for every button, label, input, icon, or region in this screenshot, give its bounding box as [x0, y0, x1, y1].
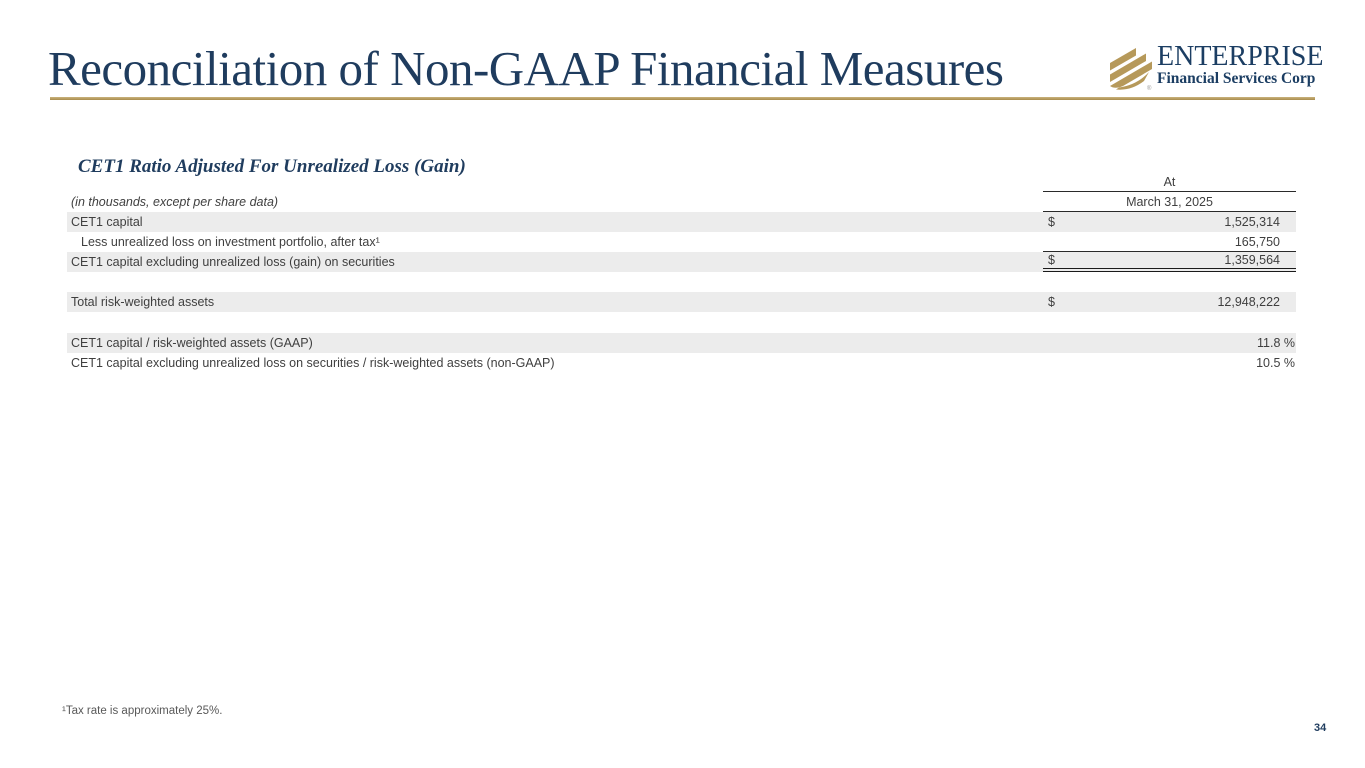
- row-value: 11.8 %: [1257, 336, 1295, 350]
- logo-text: ENTERPRISE Financial Services Corp: [1157, 42, 1323, 88]
- dollar-sign: $: [1048, 215, 1055, 229]
- dollar-sign: $: [1048, 295, 1055, 309]
- enterprise-stripes-icon: ®: [1103, 42, 1153, 94]
- table-row: CET1 capital $1,525,314: [67, 212, 1296, 232]
- row-value-cell: $1,359,564: [1043, 252, 1296, 272]
- table-row: Less unrealized loss on investment portf…: [67, 232, 1296, 252]
- table-spacer: [67, 272, 1296, 292]
- logo-name: ENTERPRISE: [1157, 41, 1324, 72]
- dollar-sign: $: [1048, 253, 1055, 267]
- row-value-cell: $12,948,222: [1043, 292, 1296, 312]
- row-value: 1,359,564: [1224, 253, 1280, 267]
- row-value: 10.5 %: [1256, 356, 1295, 370]
- table-row: CET1 capital excluding unrealized loss o…: [67, 353, 1296, 373]
- table-spacer: [67, 312, 1296, 333]
- row-label: Less unrealized loss on investment portf…: [81, 235, 380, 249]
- row-label: Total risk-weighted assets: [71, 295, 215, 309]
- table-row: CET1 capital excluding unrealized loss (…: [67, 252, 1296, 272]
- column-header-at: At: [1043, 172, 1296, 192]
- row-value-cell: 11.8 %: [1043, 333, 1296, 353]
- row-value-cell: 10.5 %: [1043, 353, 1296, 373]
- row-value-cell: 165,750: [1043, 232, 1296, 252]
- table-row: CET1 capital / risk-weighted assets (GAA…: [67, 333, 1296, 353]
- row-label: CET1 capital / risk-weighted assets (GAA…: [71, 336, 313, 350]
- row-label: CET1 capital: [71, 215, 143, 229]
- row-value: 12,948,222: [1217, 295, 1280, 309]
- units-note: (in thousands, except per share data): [71, 195, 279, 209]
- row-value-cell: $1,525,314: [1043, 212, 1296, 232]
- row-value: 165,750: [1234, 234, 1280, 249]
- row-value: 1,525,314: [1224, 215, 1280, 229]
- column-header-date: March 31, 2025: [1043, 192, 1296, 212]
- registered-mark: ®: [1147, 86, 1152, 92]
- row-label: CET1 capital excluding unrealized loss o…: [71, 356, 555, 370]
- reconciliation-table: At (in thousands, except per share data)…: [67, 172, 1296, 373]
- row-label: CET1 capital excluding unrealized loss (…: [71, 255, 395, 269]
- logo-subtitle: Financial Services Corp: [1157, 70, 1316, 87]
- company-logo: ® ENTERPRISE Financial Services Corp: [1103, 42, 1323, 96]
- section-heading: CET1 Ratio Adjusted For Unrealized Loss …: [78, 156, 466, 177]
- table-header-row-at: At: [67, 172, 1296, 192]
- table-row: Total risk-weighted assets $12,948,222: [67, 292, 1296, 312]
- title-underline: [50, 97, 1315, 100]
- table-header-row-date: (in thousands, except per share data) Ma…: [67, 192, 1296, 212]
- page-number: 34: [1314, 722, 1327, 734]
- table-body: CET1 capital $1,525,314 Less unrealized lo…: [67, 212, 1296, 373]
- page-title: Reconciliation of Non-GAAP Financial Mea…: [48, 41, 1004, 96]
- footnote: ¹Tax rate is approximately 25%.: [62, 705, 223, 717]
